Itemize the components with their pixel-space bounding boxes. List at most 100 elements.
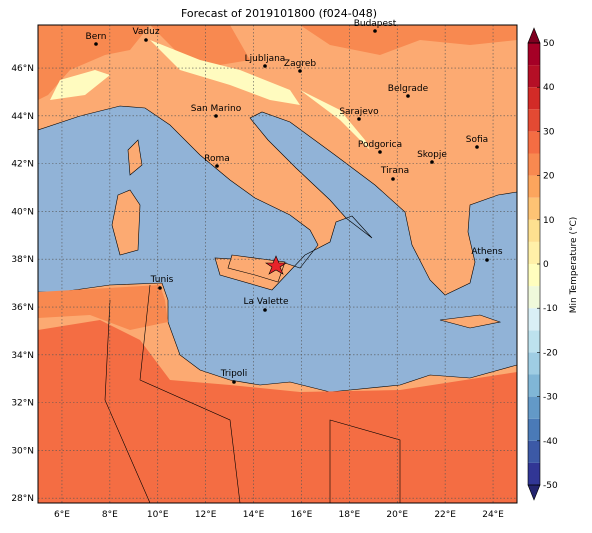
city-dot — [144, 38, 148, 42]
colorbar-bin — [528, 352, 540, 375]
colorbar-bin — [528, 308, 540, 331]
x-tick-label: 22°E — [434, 510, 456, 520]
x-tick-label: 10°E — [147, 510, 169, 520]
city-dot — [263, 64, 267, 68]
y-tick-label: 42°N — [11, 160, 34, 170]
colorbar-tick-label: -30 — [543, 393, 558, 403]
city-label: Sarajevo — [339, 107, 379, 117]
city-label: Budapest — [354, 19, 397, 29]
colorbar-tick-label: 50 — [543, 39, 555, 49]
colorbar-tick-label: 40 — [543, 83, 555, 93]
city-dot — [215, 164, 219, 168]
graticule: 6°E 8°E 10°E 12°E 14°E 16°E 18°E 20°E 22°E 24°E 28… — [11, 25, 517, 520]
city-label: La Valette — [244, 297, 289, 307]
colorbar-bin — [528, 153, 540, 176]
colorbar-bin — [528, 374, 540, 397]
city-dot — [430, 160, 434, 164]
city-dot — [406, 94, 410, 98]
colorbar-bin — [528, 43, 540, 66]
x-tick-label: 14°E — [243, 510, 265, 520]
sardinia — [111, 189, 141, 256]
city-label: Belgrade — [388, 84, 429, 94]
city-label: Zagreb — [284, 59, 316, 69]
colorbar-bin — [528, 418, 540, 441]
city-label: Athens — [471, 247, 502, 257]
corsica — [127, 139, 143, 176]
colorbar-bin — [528, 264, 540, 287]
colorbar-tick-label: 0 — [543, 260, 549, 270]
city-dot — [214, 114, 218, 118]
colorbar-tick-label: -20 — [543, 348, 558, 358]
city-dot — [158, 286, 162, 290]
city-label: Ljubljana — [245, 54, 286, 64]
city-dot — [263, 308, 267, 312]
x-tick-label: 20°E — [386, 510, 408, 520]
y-tick-label: 28°N — [11, 494, 34, 504]
city-label: Vaduz — [132, 27, 159, 37]
colorbar-bin — [528, 462, 540, 485]
title: Forecast of 2019101800 (f024-048) — [181, 7, 377, 20]
colorbar-bin — [528, 131, 540, 154]
y-tick-label: 36°N — [11, 303, 34, 313]
y-tick-label: 30°N — [11, 446, 34, 456]
city-label: Bern — [86, 32, 107, 42]
colorbar-bin — [528, 87, 540, 110]
y-tick-label: 34°N — [11, 351, 34, 361]
colorbar-bin — [528, 241, 540, 264]
borders — [104, 284, 401, 503]
city-label: Podgorica — [358, 140, 402, 150]
coastal-zone — [38, 285, 168, 330]
colorbar-tick-label: -50 — [543, 481, 558, 491]
location-star — [265, 255, 287, 275]
colorbar-label: Min Temperature (°C) — [569, 217, 579, 314]
y-tick-label: 32°N — [11, 399, 34, 409]
colorbar-extend-under — [527, 484, 541, 501]
city-dot — [94, 42, 98, 46]
colorbar-bin — [528, 396, 540, 419]
city-label: Tripoli — [220, 369, 248, 379]
colorbar: -50 -40 -30 -20 -10 0 10 20 30 40 50 — [527, 27, 558, 501]
city-dot — [485, 258, 489, 262]
x-tick-label: 8°E — [102, 510, 118, 520]
crete — [439, 314, 502, 329]
colorbar-bin — [528, 440, 540, 463]
x-tick-label: 12°E — [195, 510, 217, 520]
colorbar-tick-label: 20 — [543, 172, 555, 182]
colorbar-bin — [528, 175, 540, 198]
colorbar-bin — [528, 219, 540, 242]
city-dot — [391, 177, 395, 181]
y-tick-label: 38°N — [11, 255, 34, 265]
cities: Bern Vaduz Budapest Ljubljana Zagreb Bel… — [86, 19, 503, 384]
colorbar-tick-label: -40 — [543, 437, 558, 447]
colorbar-bin — [528, 65, 540, 88]
city-label: Roma — [204, 154, 230, 164]
colorbar-bin — [528, 109, 540, 132]
x-tick-label: 18°E — [339, 510, 361, 520]
colorbar-bin — [528, 286, 540, 309]
city-label: Sofia — [466, 135, 488, 145]
x-tick-label: 16°E — [291, 510, 313, 520]
city-dot — [475, 145, 479, 149]
y-tick-label: 44°N — [11, 112, 34, 122]
y-tick-label: 46°N — [11, 64, 34, 74]
colorbar-tick-label: 10 — [543, 216, 555, 226]
colorbar-tick-label: -10 — [543, 304, 558, 314]
city-dot — [232, 380, 236, 384]
city-label: San Marino — [191, 104, 242, 114]
city-label: Tirana — [380, 166, 409, 176]
cool-zone — [50, 40, 380, 170]
city-dot — [298, 69, 302, 73]
colorbar-tick-label: 30 — [543, 127, 555, 137]
map-frame — [37, 24, 518, 504]
city-dot — [378, 150, 382, 154]
x-tick-label: 24°E — [482, 510, 504, 520]
y-tick-label: 40°N — [11, 207, 34, 217]
x-tick-label: 6°E — [54, 510, 70, 520]
city-label: Skopje — [417, 150, 447, 160]
colorbar-extend-over — [527, 27, 541, 44]
colorbar-bin — [528, 330, 540, 353]
city-dot — [357, 117, 361, 121]
colorbar-bin — [528, 197, 540, 220]
city-dot — [373, 29, 377, 33]
